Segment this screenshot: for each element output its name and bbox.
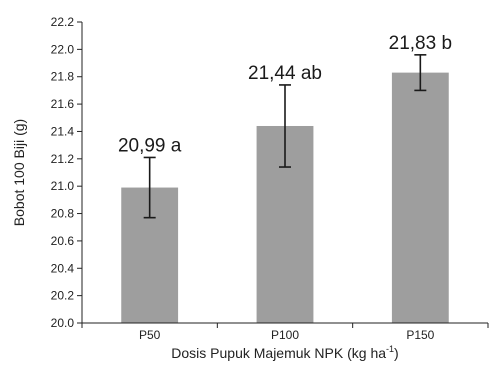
y-tick-label: 21.8 xyxy=(51,70,75,84)
y-tick-label: 22.0 xyxy=(51,42,75,56)
x-axis-ticks: P50 P100 P150 xyxy=(81,323,489,342)
x-axis-title-text: Dosis Pupuk Majemuk NPK (kg ha xyxy=(171,345,386,361)
y-tick-label: 20.6 xyxy=(51,234,75,248)
x-axis-title-end: ) xyxy=(394,345,399,361)
y-tick-label: 20.0 xyxy=(51,316,75,330)
x-tick-label-p150: P150 xyxy=(406,328,434,342)
data-label-p50: 20,99 a xyxy=(118,135,182,156)
y-tick-label: 20.4 xyxy=(51,261,75,275)
y-tick-label: 21.2 xyxy=(51,152,75,166)
data-label-p100: 21,44 ab xyxy=(248,63,322,84)
y-tick-label: 22.2 xyxy=(51,15,75,29)
data-labels: 20,99 a 21,44 ab 21,83 b xyxy=(118,33,452,157)
y-tick-label: 20.8 xyxy=(51,207,75,221)
y-tick-label: 21.4 xyxy=(51,124,75,138)
bar-p150 xyxy=(391,72,449,323)
x-axis-title-superscript: -1 xyxy=(386,344,394,354)
y-tick-label: 20.2 xyxy=(51,289,75,303)
y-axis-title: Bobot 100 Biji (g) xyxy=(11,119,27,226)
y-tick-label: 21.6 xyxy=(51,97,75,111)
x-tick-label-p100: P100 xyxy=(271,328,299,342)
data-label-p150: 21,83 b xyxy=(389,33,452,54)
y-axis-ticks: 20.0 20.2 20.4 20.6 20.8 21.0 21.2 21.4 21.6 21.8… xyxy=(51,15,82,330)
x-tick-label-p50: P50 xyxy=(139,328,161,342)
error-bars xyxy=(143,54,427,219)
x-axis-title: Dosis Pupuk Majemuk NPK (kg ha-1) xyxy=(171,344,398,361)
y-tick-label: 21.0 xyxy=(51,179,75,193)
